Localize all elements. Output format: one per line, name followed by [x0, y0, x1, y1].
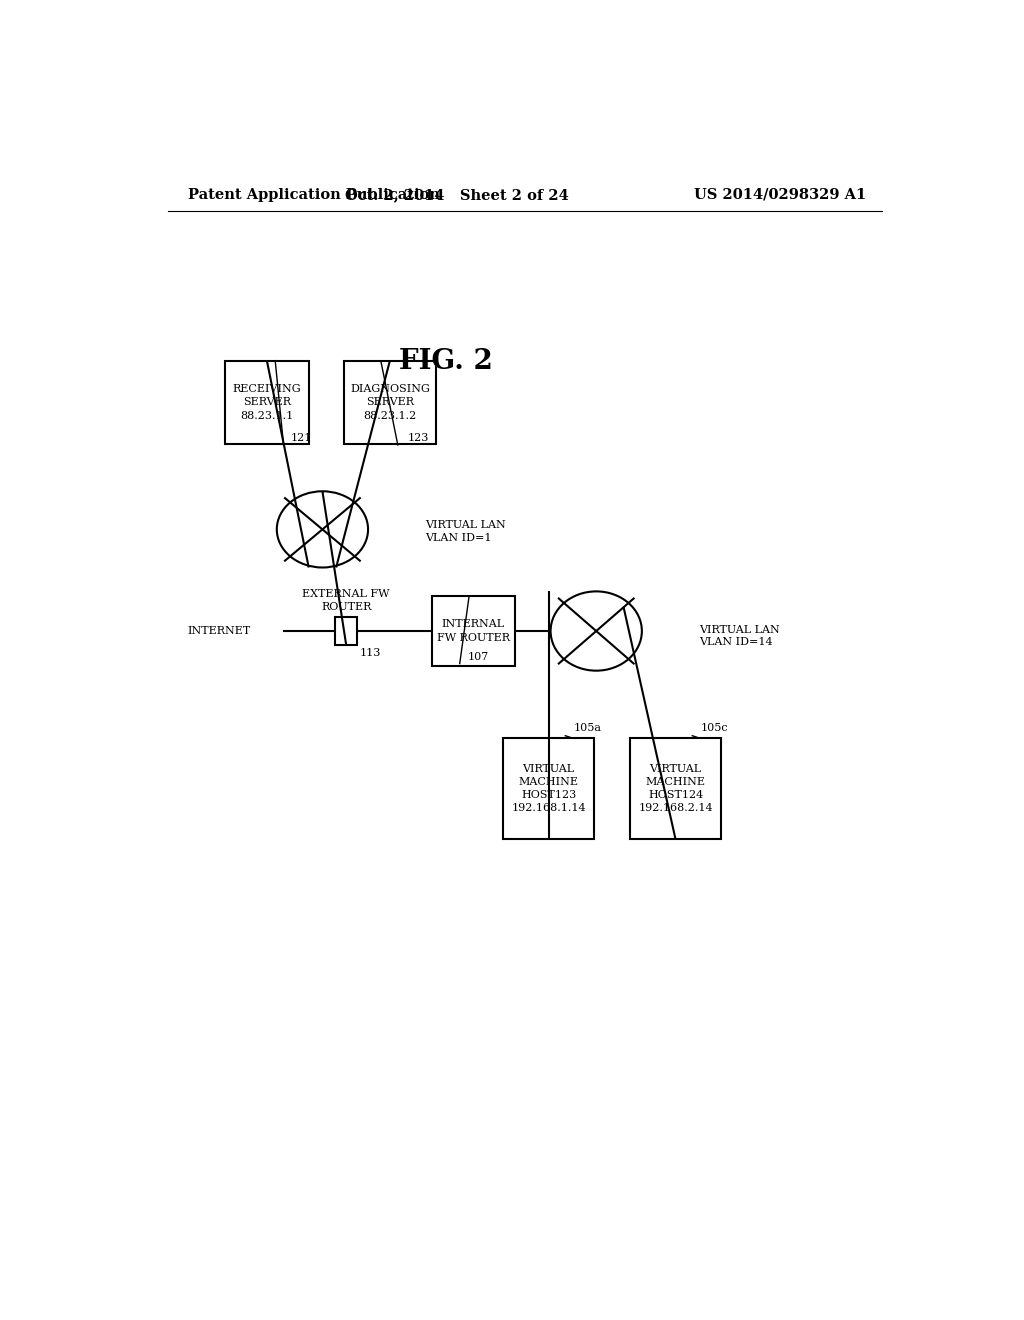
Bar: [225, 360, 308, 444]
Bar: [431, 597, 515, 665]
Text: DIAGNOSING
SERVER
88.23.1.2: DIAGNOSING SERVER 88.23.1.2: [350, 384, 430, 421]
Text: 105a: 105a: [574, 722, 602, 733]
Bar: [335, 616, 357, 645]
Text: 121: 121: [291, 433, 312, 444]
Text: VIRTUAL
MACHINE
HOST124
192.168.2.14: VIRTUAL MACHINE HOST124 192.168.2.14: [638, 764, 713, 813]
Text: INTERNAL
FW ROUTER: INTERNAL FW ROUTER: [436, 619, 510, 643]
Text: Patent Application Publication: Patent Application Publication: [187, 187, 439, 202]
Text: VIRTUAL
MACHINE
HOST123
192.168.1.14: VIRTUAL MACHINE HOST123 192.168.1.14: [511, 764, 586, 813]
Text: US 2014/0298329 A1: US 2014/0298329 A1: [694, 187, 866, 202]
Text: RECEIVING
SERVER
88.23.1.1: RECEIVING SERVER 88.23.1.1: [232, 384, 301, 421]
Text: Oct. 2, 2014   Sheet 2 of 24: Oct. 2, 2014 Sheet 2 of 24: [345, 187, 569, 202]
Bar: [503, 738, 594, 840]
Text: 113: 113: [359, 648, 381, 659]
Text: INTERNET: INTERNET: [187, 626, 251, 636]
Bar: [630, 738, 721, 840]
Text: 105c: 105c: [701, 722, 729, 733]
Text: VIRTUAL LAN
VLAN ID=1: VIRTUAL LAN VLAN ID=1: [426, 520, 506, 543]
Text: FIG. 2: FIG. 2: [398, 348, 493, 375]
Text: 107: 107: [468, 652, 488, 661]
Bar: [344, 360, 435, 444]
Text: VIRTUAL LAN
VLAN ID=14: VIRTUAL LAN VLAN ID=14: [699, 624, 780, 647]
Text: EXTERNAL FW
ROUTER: EXTERNAL FW ROUTER: [302, 589, 390, 611]
Text: 123: 123: [408, 433, 429, 444]
